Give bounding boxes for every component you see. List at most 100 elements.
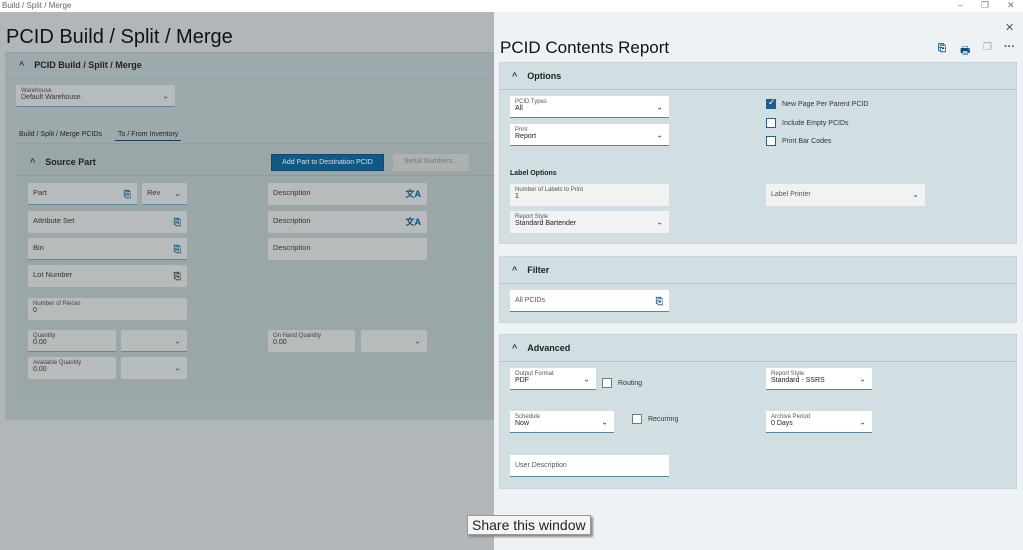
include-empty-checkbox[interactable]: Include Empty PCIDs	[766, 118, 849, 128]
chevron-down-icon: ⌄	[859, 417, 866, 426]
schedule-select[interactable]: Schedule Now ⌄	[510, 411, 614, 433]
serial-numbers-button[interactable]: Serial Numbers...	[393, 154, 469, 171]
field-value: Standard Bartender	[515, 220, 577, 227]
quantity-uom-select[interactable]: ⌄	[121, 330, 187, 352]
search-doc-icon[interactable]: ⎘	[173, 217, 181, 227]
chevron-down-icon: ⌄	[174, 188, 181, 198]
field-placeholder: User Description	[515, 462, 567, 469]
field-label: Description	[273, 188, 311, 197]
tab-build-split-merge[interactable]: Build / Split / Merge PCIDs	[19, 131, 102, 138]
part-field[interactable]: Part ⎘	[28, 183, 137, 205]
chevron-down-icon: ⌄	[414, 336, 421, 346]
tab-to-from-inventory[interactable]: To / From Inventory	[115, 131, 182, 141]
field-value: Standard - SSRS	[771, 377, 825, 384]
checkbox-label: Routing	[618, 379, 643, 387]
field-value: 0	[33, 307, 37, 314]
chevron-up-icon: ^	[512, 265, 518, 275]
field-value: PDF	[515, 377, 529, 384]
chevron-up-icon: ^	[512, 343, 518, 353]
field-label: Print	[515, 127, 528, 133]
chevron-down-icon: ⌄	[583, 374, 590, 383]
advanced-header[interactable]: ^ Advanced	[500, 335, 1016, 362]
field-label: Lot Number	[33, 270, 73, 279]
output-format-select[interactable]: Output Format PDF ⌄	[510, 368, 596, 390]
more-options-icon[interactable]: ···	[1004, 41, 1015, 53]
section-title: Filter	[527, 265, 550, 275]
chevron-down-icon: ⌄	[162, 91, 169, 100]
checkbox-label: New Page Per Parent PCID	[782, 100, 869, 108]
new-page-checkbox[interactable]: New Page Per Parent PCID	[766, 97, 869, 109]
section-title: PCID Build / Split / Merge	[34, 60, 142, 70]
maximize-button[interactable]: ❐	[981, 0, 990, 10]
user-description-input[interactable]: User Description	[510, 455, 669, 477]
section-title: Advanced	[527, 343, 571, 353]
label-report-style-select[interactable]: Report Style Standard Bartender ⌄	[510, 211, 669, 233]
build-section-header[interactable]: ^ PCID Build / Split / Merge	[5, 52, 494, 79]
lot-number-field[interactable]: Lot Number ⎘	[28, 265, 187, 287]
rev-select[interactable]: Rev ⌄	[142, 183, 187, 205]
print-select[interactable]: Print Report ⌄	[510, 124, 669, 146]
field-label: Bin	[33, 243, 44, 252]
add-part-button[interactable]: Add Part to Destination PCID	[271, 154, 384, 171]
copy-icon[interactable]: ❐	[983, 42, 992, 53]
quantity-field[interactable]: Quantity 0.00	[28, 330, 116, 352]
recurring-checkbox[interactable]: Recurring	[632, 414, 678, 424]
on-hand-quantity-field: On Hand Quantity 0.00	[268, 330, 355, 352]
bin-description-field[interactable]: Description	[268, 238, 427, 260]
warehouse-select[interactable]: Warehouse Default Warehouse ⌄	[16, 85, 175, 107]
chevron-up-icon: ^	[512, 71, 518, 81]
number-of-labels-field[interactable]: Number of Labels to Print 1	[510, 184, 669, 206]
search-doc-icon[interactable]: ⎘	[655, 295, 663, 306]
search-doc-icon[interactable]: ⎘	[173, 243, 181, 254]
checkbox-label: Include Empty PCIDs	[782, 119, 849, 127]
part-description-field[interactable]: Description 文A	[268, 183, 427, 205]
minimize-button[interactable]: –	[958, 0, 964, 10]
chevron-down-icon: ⌄	[601, 417, 608, 426]
advanced-report-style-select[interactable]: Report Style Standard - SSRS ⌄	[766, 368, 872, 390]
print-icon[interactable]: 🖶	[960, 45, 971, 57]
window-close-button[interactable]: ✕	[1007, 0, 1015, 10]
available-uom-select[interactable]: ⌄	[121, 357, 187, 379]
field-value: 0 Days	[771, 420, 793, 427]
number-of-pieces-field[interactable]: Number of Pieces 0	[28, 298, 187, 320]
field-label: Report Style	[771, 371, 805, 377]
field-label: Part	[33, 188, 47, 197]
label-printer-select[interactable]: Label Printer ⌄	[766, 184, 925, 206]
close-panel-button[interactable]: ✕	[1005, 22, 1015, 34]
field-label: Quantity	[33, 333, 56, 339]
field-label: All PCIDs	[515, 297, 545, 304]
on-hand-uom-select[interactable]: ⌄	[361, 330, 427, 352]
field-label: Label Printer	[771, 191, 811, 198]
attribute-description-field[interactable]: Description 文A	[268, 211, 427, 233]
field-value: 1	[515, 193, 519, 200]
section-title: Options	[527, 71, 562, 81]
print-bar-codes-checkbox[interactable]: Print Bar Codes	[766, 136, 831, 146]
pcid-types-select[interactable]: PCID Types All ⌄	[510, 96, 669, 118]
bin-field[interactable]: Bin ⎘	[28, 238, 187, 260]
options-header[interactable]: ^ Options	[500, 63, 1016, 90]
chevron-down-icon: ⌄	[656, 217, 663, 227]
routing-checkbox[interactable]: Routing	[602, 378, 642, 388]
attribute-set-field[interactable]: Attribute Set ⎘	[28, 211, 187, 233]
checkbox-unchecked[interactable]	[602, 378, 612, 388]
translate-icon[interactable]: 文A	[405, 189, 422, 199]
field-label: Report Style	[515, 214, 549, 220]
field-value: Report	[515, 133, 537, 140]
all-pcids-field[interactable]: All PCIDs ⎘	[510, 290, 669, 312]
search-doc-icon[interactable]: ⎘	[123, 188, 131, 199]
field-value: Default Warehouse	[21, 94, 81, 101]
checkbox-checked[interactable]	[766, 97, 776, 109]
preview-icon[interactable]: ⎘	[938, 43, 946, 54]
filter-header[interactable]: ^ Filter	[500, 257, 1016, 284]
checkbox-unchecked[interactable]	[632, 414, 642, 424]
translate-icon[interactable]: 文A	[405, 217, 422, 227]
field-label: Number of Labels to Print	[515, 187, 584, 193]
field-label: Available Quantity	[33, 360, 82, 366]
checkbox-unchecked[interactable]	[766, 136, 776, 146]
field-value: Now	[515, 420, 530, 427]
archive-period-select[interactable]: Archive Period 0 Days ⌄	[766, 411, 872, 433]
field-label: Description	[273, 243, 311, 252]
checkbox-unchecked[interactable]	[766, 118, 776, 128]
source-part-header[interactable]: ^ Source Part	[16, 150, 494, 176]
search-doc-icon[interactable]: ⎘	[173, 271, 181, 281]
